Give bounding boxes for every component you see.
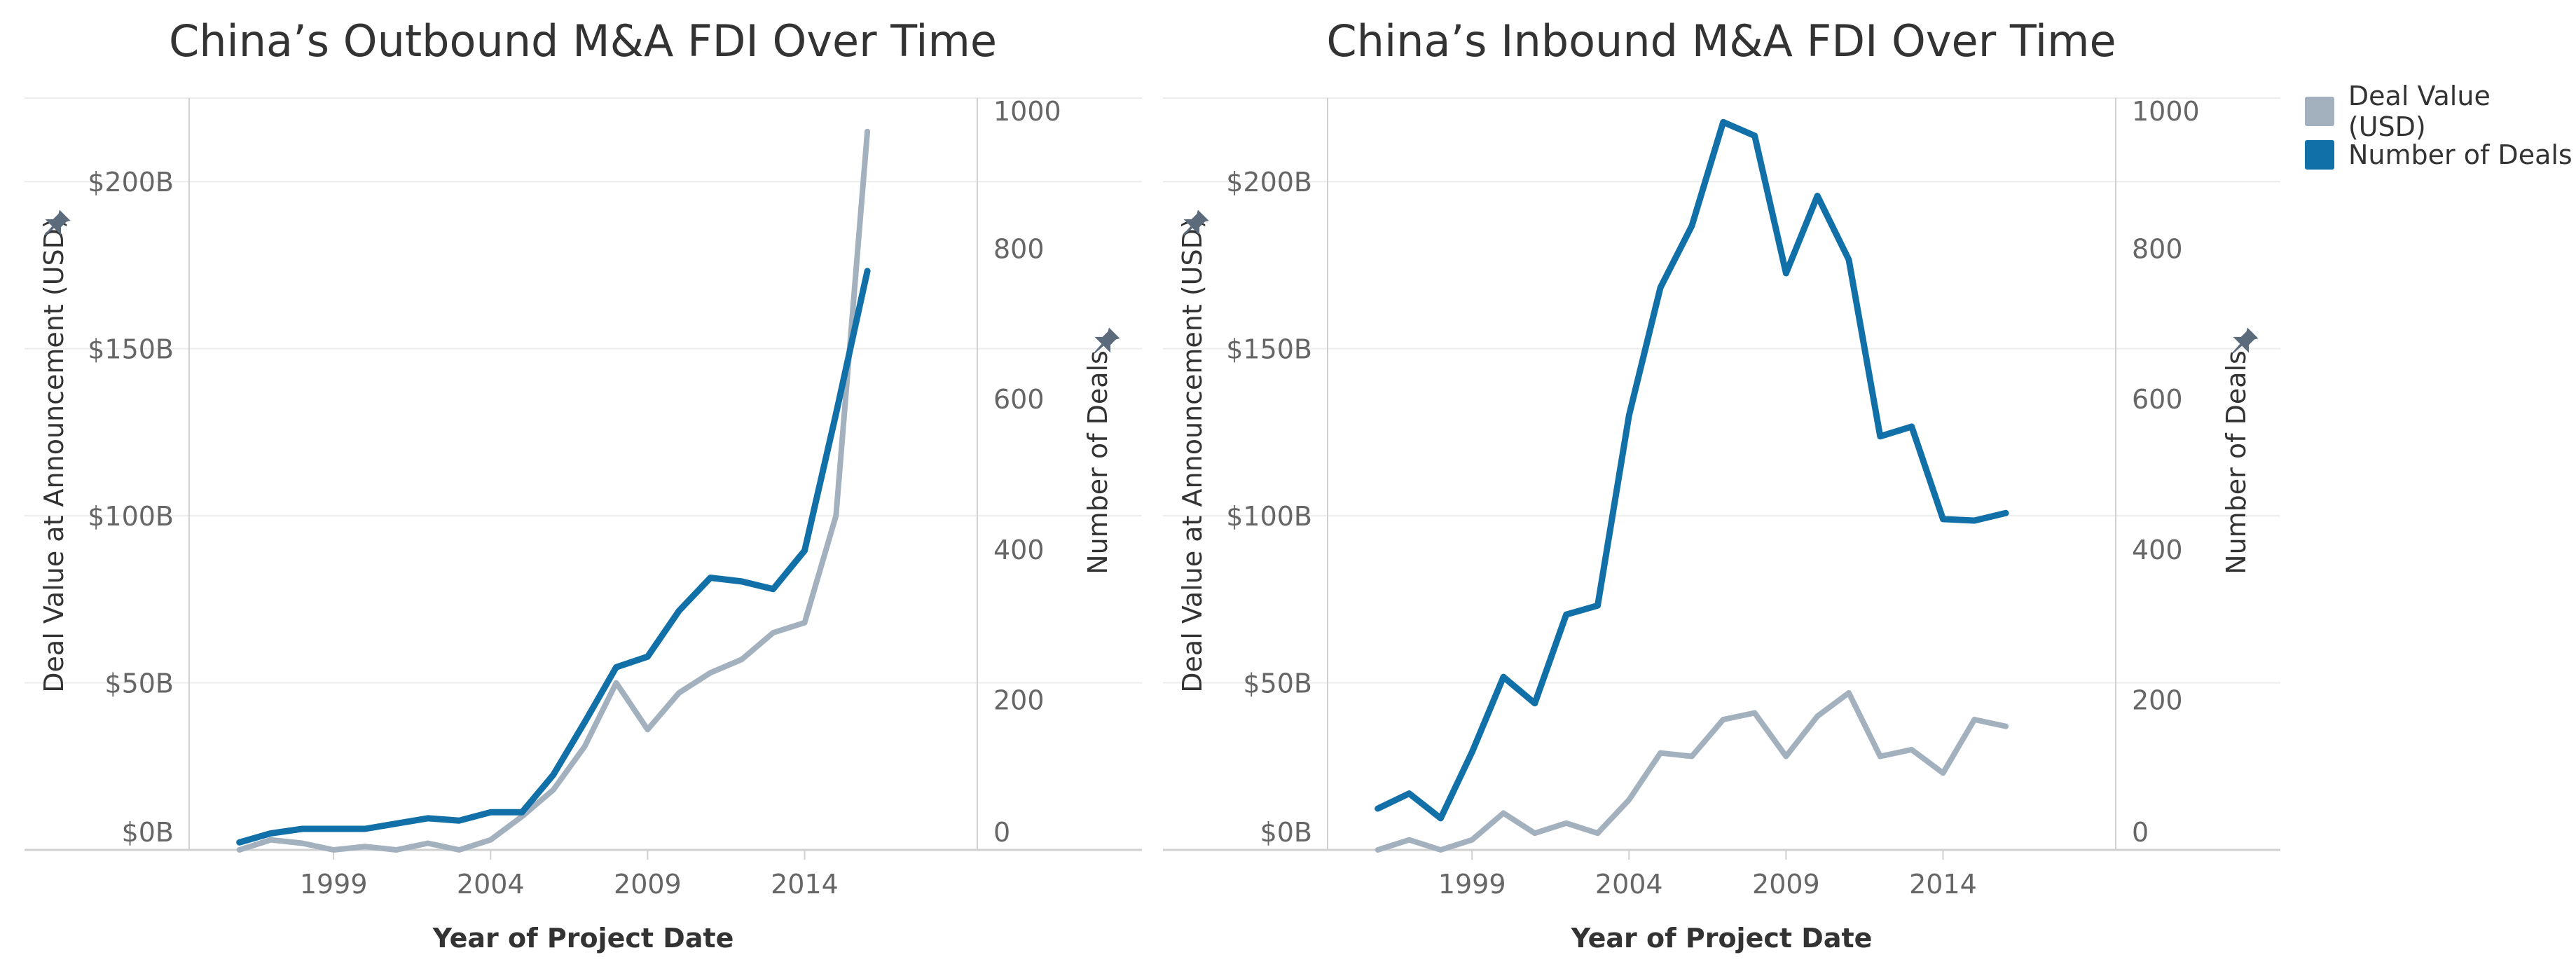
y-tick-label: $50B bbox=[1243, 668, 1312, 699]
x-tick-label: 2004 bbox=[1595, 869, 1663, 900]
pin-icon bbox=[2232, 327, 2259, 354]
y-tick-label: $200B bbox=[1226, 167, 1312, 198]
legend-item-number-of-deals[interactable]: Number of Deals bbox=[2305, 133, 2576, 177]
legend-item-deal-value[interactable]: Deal Value (USD) bbox=[2305, 81, 2576, 142]
pin-icon bbox=[1094, 327, 1120, 354]
x-tick-label: 2004 bbox=[457, 869, 525, 900]
x-tick-label: 2014 bbox=[1909, 869, 1977, 900]
x-tick-label: 2009 bbox=[614, 869, 682, 900]
y-tick-label: $0B bbox=[122, 817, 174, 848]
x-axis-title: Year of Project Date bbox=[1571, 923, 1873, 954]
y2-tick-label: 0 bbox=[2132, 817, 2149, 848]
y2-tick-label: 800 bbox=[2132, 234, 2183, 265]
pin-icon bbox=[1183, 209, 1209, 236]
pin-shape bbox=[44, 209, 71, 236]
series-line-number-of-deals[interactable] bbox=[1375, 118, 2009, 822]
y-axis-title: Deal Value at Announcement (USD) bbox=[39, 218, 69, 692]
legend-label-deal-value: Deal Value (USD) bbox=[2348, 81, 2491, 142]
series-line-number-of-deals[interactable] bbox=[236, 268, 871, 846]
y-tick-label: $150B bbox=[88, 334, 174, 365]
chart-outbound: China’s Outbound M&A FDI Over Time $0B $50… bbox=[25, 15, 1142, 954]
y2-tick-label: 400 bbox=[993, 535, 1045, 565]
pin-shape bbox=[1183, 209, 1209, 236]
y-tick-label: $50B bbox=[104, 668, 174, 699]
x-axis-title: Year of Project Date bbox=[432, 923, 734, 954]
chart-title: China’s Inbound M&A FDI Over Time bbox=[1326, 15, 2116, 67]
y-tick-label: $100B bbox=[88, 501, 174, 532]
y2-tick-label: 800 bbox=[993, 234, 1045, 265]
legend-swatch-number-of-deals bbox=[2305, 140, 2334, 170]
x-tick-label: 1999 bbox=[300, 869, 368, 900]
y2-tick-label: 1000 bbox=[2132, 96, 2200, 127]
chart-inbound: China’s Inbound M&A FDI Over Time $0B $50B… bbox=[1163, 15, 2280, 954]
chart-title: China’s Outbound M&A FDI Over Time bbox=[169, 15, 997, 67]
x-tick-label: 2014 bbox=[771, 869, 839, 900]
y-tick-label: $0B bbox=[1260, 817, 1312, 848]
y2-axis-title: Number of Deals bbox=[1082, 350, 1113, 575]
y2-tick-label: 200 bbox=[993, 685, 1045, 715]
y-axis-title: Deal Value at Announcement (USD) bbox=[1177, 218, 1208, 692]
y2-tick-label: 600 bbox=[993, 384, 1045, 415]
y2-tick-label: 0 bbox=[993, 817, 1010, 848]
y2-tick-label: 200 bbox=[2132, 685, 2183, 715]
y-tick-label: $200B bbox=[88, 167, 174, 198]
pin-icon bbox=[44, 209, 71, 236]
x-tick-label: 1999 bbox=[1438, 869, 1506, 900]
y2-tick-label: 400 bbox=[2132, 535, 2183, 565]
y-tick-label: $100B bbox=[1226, 501, 1312, 532]
y-tick-label: $150B bbox=[1226, 334, 1312, 365]
x-tick-label: 2009 bbox=[1752, 869, 1820, 900]
series-line-deal-value[interactable] bbox=[236, 128, 871, 853]
y2-axis-title: Number of Deals bbox=[2221, 350, 2252, 575]
series-line-deal-value[interactable] bbox=[1375, 689, 2009, 853]
legend: Deal Value (USD) Number of Deals bbox=[2305, 81, 2576, 177]
legend-swatch-deal-value bbox=[2305, 97, 2334, 126]
pin-shape bbox=[1094, 327, 1120, 354]
y2-tick-label: 600 bbox=[2132, 384, 2183, 415]
pin-shape bbox=[2232, 327, 2259, 354]
y2-tick-label: 1000 bbox=[993, 96, 1061, 127]
legend-label-number-of-deals: Number of Deals bbox=[2348, 139, 2572, 170]
